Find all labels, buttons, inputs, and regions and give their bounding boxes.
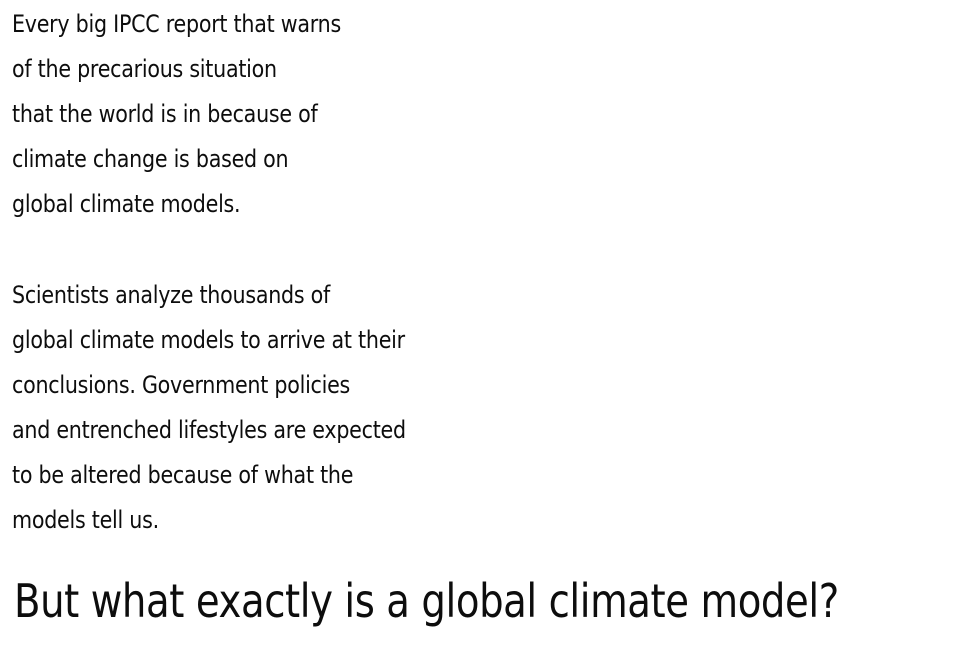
body-paragraph: Scientists analyze thousands of global c… [12,273,470,543]
body-line: conclusions. Government policies [12,371,351,399]
headline-question: But what exactly is a global climate mod… [14,574,839,628]
body-line: to be altered because of what the [12,461,354,489]
intro-line: climate change is based on [12,145,289,173]
intro-line: global climate models. [12,190,241,218]
intro-line: of the precarious situation [12,55,277,83]
body-line: Scientists analyze thousands of [12,281,331,309]
intro-paragraph: Every big IPCC report that warns of the … [12,2,395,227]
body-line: and entrenched lifestyles are expected [12,416,406,444]
intro-line: Every big IPCC report that warns [12,10,341,38]
body-line: global climate models to arrive at their [12,326,405,354]
body-line: models tell us. [12,506,159,534]
intro-line: that the world is in because of [12,100,318,128]
